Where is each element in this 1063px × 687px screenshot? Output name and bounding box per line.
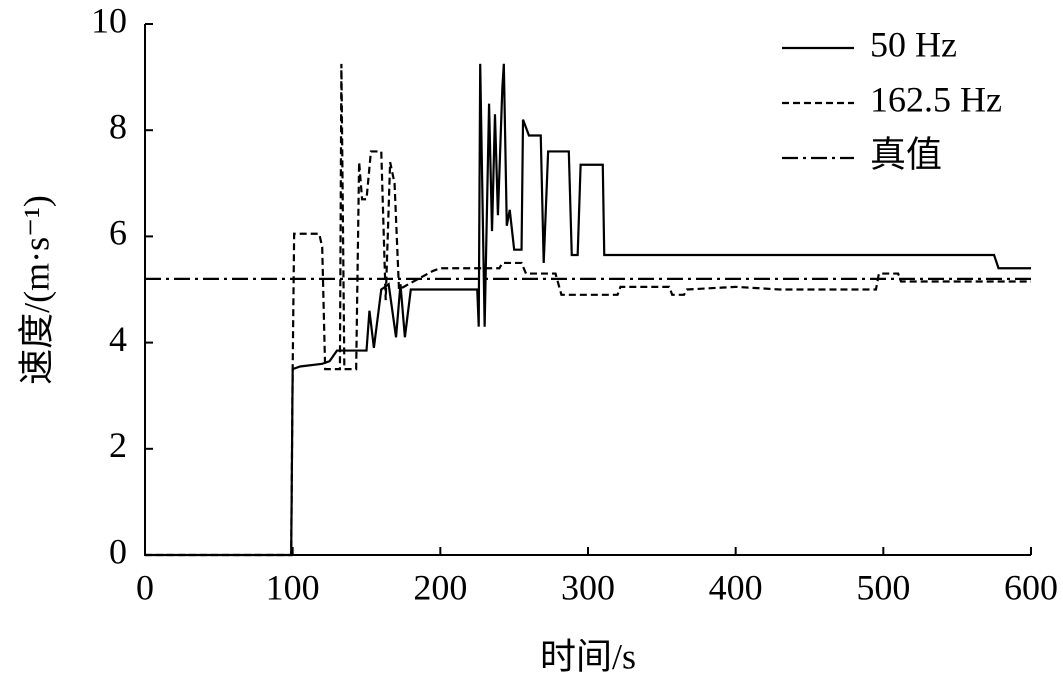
x-tick-label: 100	[266, 567, 320, 607]
legend-label: 162.5 Hz	[870, 79, 1002, 119]
y-tick-label: 2	[109, 425, 127, 465]
x-tick-label: 500	[856, 567, 910, 607]
x-axis-label: 时间/s	[540, 636, 636, 676]
line	[145, 63, 1031, 557]
x-tick-label: 200	[413, 567, 467, 607]
y-axis-label: 速度/(m·s⁻¹)	[16, 195, 56, 385]
x-tick-label: 300	[561, 567, 615, 607]
legend-label: 50 Hz	[870, 24, 957, 64]
y-tick-label: 4	[109, 319, 127, 359]
legend-label: 真值	[870, 134, 942, 174]
y-tick-label: 0	[109, 531, 127, 571]
y-tick-label: 6	[109, 213, 127, 253]
x-tick-label: 400	[709, 567, 763, 607]
y-tick-label: 10	[91, 0, 127, 40]
line	[145, 63, 1031, 557]
y-tick-label: 8	[109, 106, 127, 146]
x-tick-label: 0	[136, 567, 154, 607]
x-tick-label: 600	[1004, 567, 1058, 607]
